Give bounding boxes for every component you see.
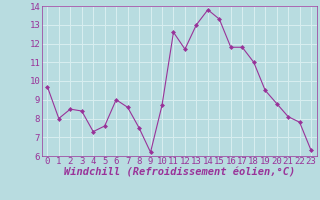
X-axis label: Windchill (Refroidissement éolien,°C): Windchill (Refroidissement éolien,°C) [64,168,295,178]
